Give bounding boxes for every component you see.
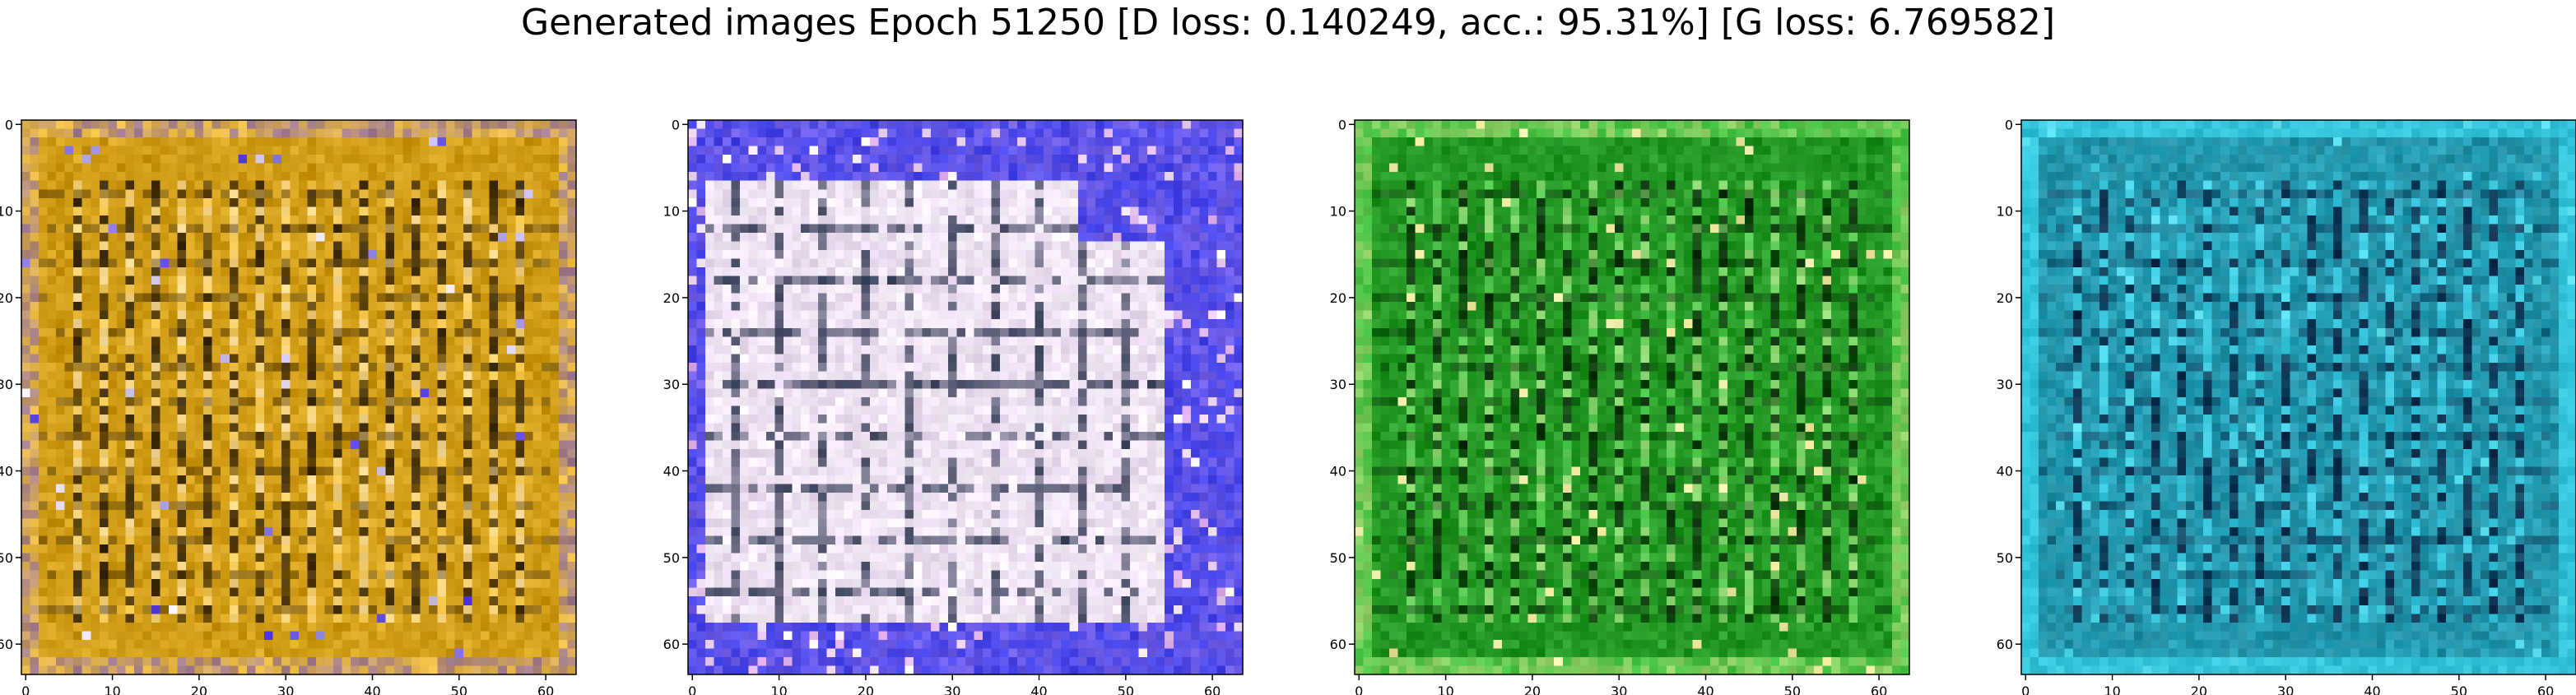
panel-4-xtick-label: 20 (2191, 683, 2207, 695)
figure-title: Generated images Epoch 51250 [D loss: 0.… (520, 2, 2056, 44)
panel-3-xtick-label: 20 (1524, 683, 1541, 695)
panel-4-xtick-label: 10 (2104, 683, 2120, 695)
panel-4-ytick-label: 40 (1997, 464, 2013, 480)
panel-4-ytick-label: 20 (1997, 290, 2013, 306)
panel-2-xtick-label: 60 (1204, 683, 1221, 695)
panel-2-xtick-label: 30 (944, 683, 960, 695)
panel-2-ytick-label: 40 (663, 464, 680, 480)
panel-3-xtick-label: 0 (1355, 683, 1363, 695)
panel-1-ytick-label: 30 (0, 377, 13, 392)
panel-1-ytick-label: 40 (0, 464, 13, 480)
panel-1-ytick-label: 50 (0, 550, 13, 566)
panel-2-ytick-label: 60 (663, 637, 680, 652)
panel-4-ytick-label: 0 (2005, 117, 2013, 132)
panel-4-xtick-label: 30 (2277, 683, 2294, 695)
panel-3-xtick-label: 60 (1871, 683, 1887, 695)
panel-1-frame (21, 119, 577, 675)
panel-3-ytick-label: 50 (1330, 550, 1346, 566)
panel-1-ytick-label: 60 (0, 637, 13, 652)
panel-4-ytick-label: 30 (1997, 377, 2013, 392)
panel-3-ytick-label: 60 (1330, 637, 1346, 652)
panel-4-ytick-label: 10 (1997, 204, 2013, 220)
panel-2-xtick-label: 50 (1118, 683, 1134, 695)
panel-3-xtick-label: 50 (1784, 683, 1801, 695)
panel-1: 0 10 20 30 40 50 60 0 10 20 30 40 50 60 (0, 117, 577, 695)
panel-1-xtick-label: 60 (537, 683, 554, 695)
panel-1-xtick-label: 40 (364, 683, 380, 695)
panel-3: 0 10 20 30 40 50 60 0 10 20 30 40 50 60 (1330, 117, 1910, 695)
panel-4-xtick-label: 0 (2021, 683, 2030, 695)
panel-3-frame (1354, 119, 1910, 675)
panel-2-image (688, 120, 1243, 674)
panel-2-ytick-label: 0 (672, 117, 680, 132)
panel-4-xtick-label: 50 (2451, 683, 2467, 695)
panel-1-xtick-label: 0 (21, 683, 30, 695)
panel-1-xtick-label: 10 (104, 683, 120, 695)
panel-3-ytick-label: 40 (1330, 464, 1346, 480)
panel-2-xtick-label: 10 (770, 683, 787, 695)
panel-1-xtick-label: 50 (451, 683, 467, 695)
panel-2-ytick-label: 20 (663, 290, 680, 306)
panel-2-frame (687, 119, 1244, 675)
panel-4: 0 10 20 30 40 50 60 0 10 20 30 40 50 60 (1997, 117, 2576, 695)
panel-4-xtick-label: 60 (2537, 683, 2554, 695)
panel-3-ytick-label: 30 (1330, 377, 1346, 392)
panel-3-xtick-label: 30 (1611, 683, 1627, 695)
panel-3-xtick-label: 10 (1437, 683, 1453, 695)
panel-2-ytick-label: 50 (663, 550, 680, 566)
panel-3-xtick-label: 40 (1697, 683, 1713, 695)
panel-4-ytick-label: 60 (1997, 637, 2013, 652)
panel-2-ytick-label: 10 (663, 204, 680, 220)
panel-1-ytick-label: 10 (0, 204, 13, 220)
panel-1-ytick-label: 0 (5, 117, 13, 132)
panel-1-ytick-label: 20 (0, 290, 13, 306)
panel-2-ytick-label: 30 (663, 377, 680, 392)
panel-1-xtick-label: 30 (277, 683, 294, 695)
panel-4-ytick-label: 50 (1997, 550, 2013, 566)
panel-2: 0 10 20 30 40 50 60 0 10 20 30 40 50 60 (663, 117, 1244, 695)
panel-1-xtick-label: 20 (191, 683, 207, 695)
panel-3-ytick-label: 20 (1330, 290, 1346, 306)
panel-1-image (21, 120, 576, 674)
panel-2-xtick-label: 40 (1030, 683, 1047, 695)
panel-3-image (1355, 120, 1909, 674)
panel-2-xtick-label: 0 (688, 683, 696, 695)
panel-3-ytick-label: 0 (1338, 117, 1346, 132)
panel-2-xtick-label: 20 (858, 683, 874, 695)
panel-3-ytick-label: 10 (1330, 204, 1346, 220)
panel-4-image (2021, 120, 2576, 674)
panel-4-frame (2020, 119, 2576, 675)
panel-4-xtick-label: 40 (2364, 683, 2380, 695)
